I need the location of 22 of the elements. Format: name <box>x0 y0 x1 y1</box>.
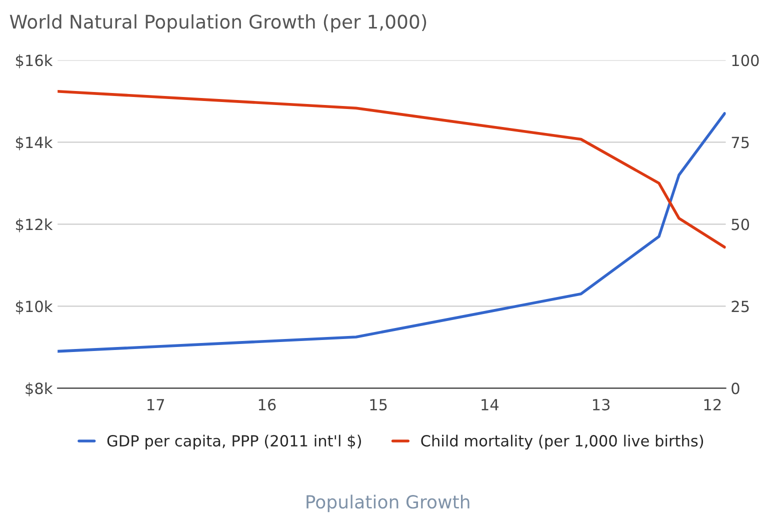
x-tick-label: 12 <box>704 398 721 410</box>
legend-label: Child mortality (per 1,000 live births) <box>421 434 704 450</box>
legend-label: GDP per capita, PPP (2011 int'l $) <box>107 434 361 450</box>
y-tick-label: $12k <box>16 218 53 232</box>
y-tick-label: $10k <box>16 300 53 314</box>
line-series <box>58 112 726 353</box>
line-series <box>58 90 726 249</box>
y2-tick-label: 0 <box>732 382 740 394</box>
y2-tick-label: 25 <box>732 300 749 312</box>
x-tick-label: 16 <box>258 398 276 410</box>
y2-tick-label: 75 <box>732 136 749 148</box>
chart-title: World Natural Population Growth (per 1,000) <box>10 14 426 32</box>
y-tick-label: $14k <box>16 136 53 150</box>
x-tick-label: 14 <box>482 399 499 410</box>
y-tick-label: $8k <box>26 382 53 396</box>
y2-tick-label: 50 <box>732 218 750 230</box>
x-axis-title: Population Growth <box>306 494 470 512</box>
y2-tick-label: 100 <box>732 54 759 66</box>
x-tick-label: 15 <box>370 399 387 410</box>
x-tick-label: 13 <box>592 398 610 410</box>
x-tick-label: 17 <box>148 399 164 410</box>
y-tick-label: $16k <box>16 54 53 68</box>
